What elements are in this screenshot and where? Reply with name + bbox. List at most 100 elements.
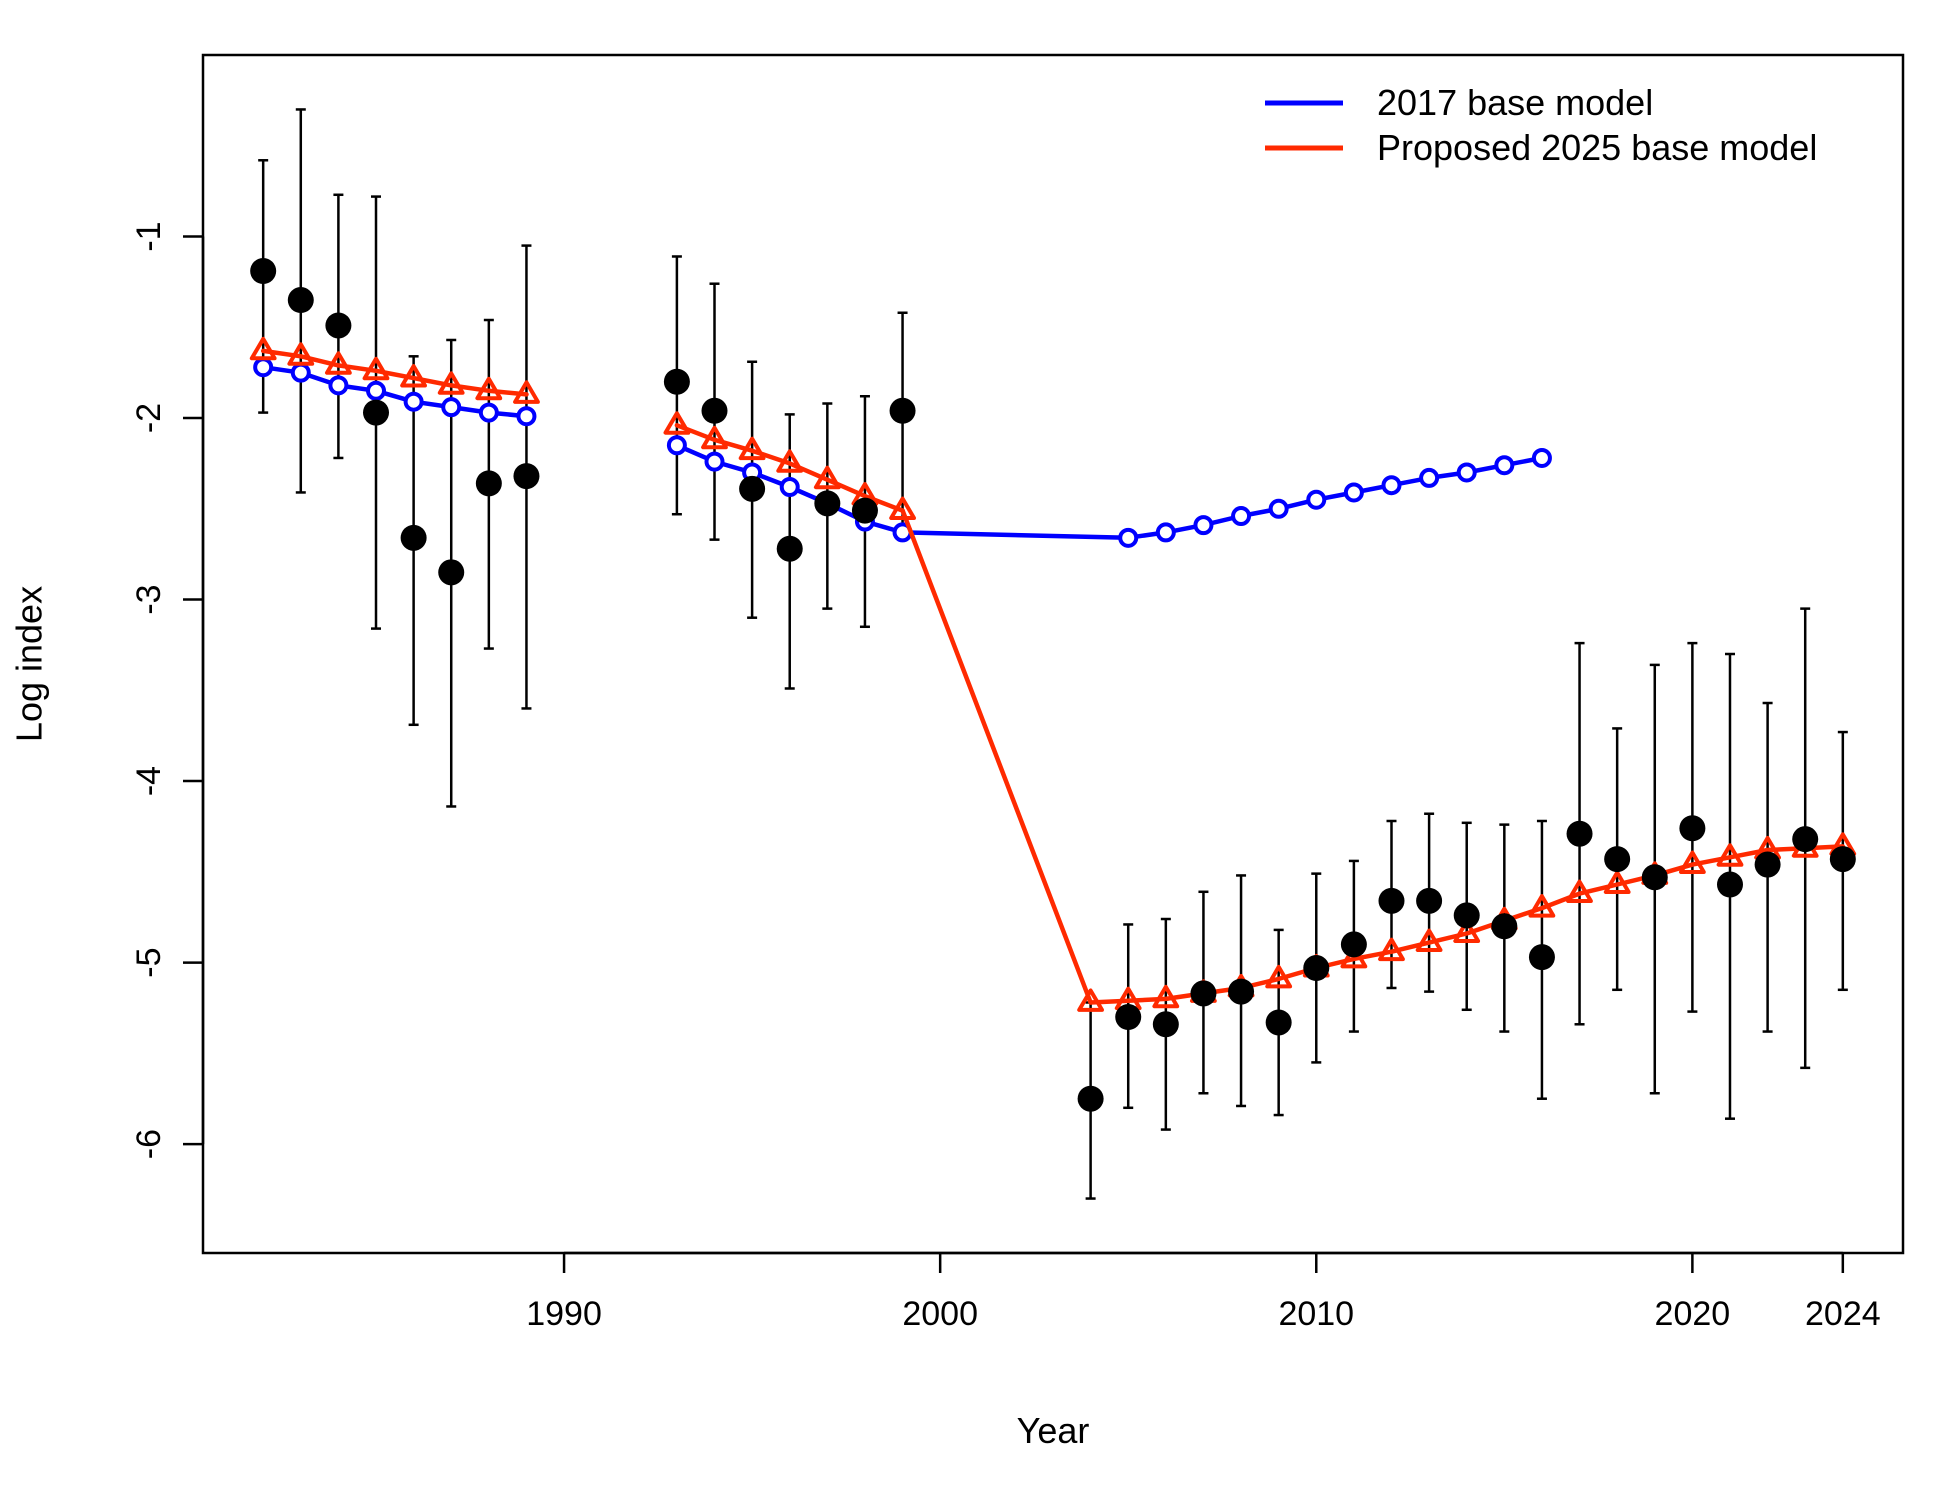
observed-point-1982 xyxy=(250,258,277,285)
x-axis-title: Year xyxy=(1017,1410,1090,1451)
series-2017-point-1988 xyxy=(478,402,499,423)
y-tick-label--5: -5 xyxy=(130,947,168,977)
series-2017-point-2015 xyxy=(1494,455,1515,476)
series-2025-point-1982 xyxy=(249,336,277,361)
observed-point-1986 xyxy=(400,524,427,551)
series-2025-point-2014 xyxy=(1453,919,1481,943)
series-2017-point-2016 xyxy=(1531,447,1552,468)
series-2025-point-1993 xyxy=(663,411,691,435)
observed-point-2013 xyxy=(1416,887,1443,914)
observed-point-1985 xyxy=(363,399,390,426)
y-axis-title: Log index xyxy=(9,586,50,742)
observed-point-1987 xyxy=(438,559,465,586)
y-tick-label--4: -4 xyxy=(130,766,168,796)
series-2025-point-2011 xyxy=(1340,944,1368,969)
series-2025-point-1985 xyxy=(362,356,390,381)
series-2017-point-1989 xyxy=(516,406,537,427)
observed-point-1998 xyxy=(851,497,878,524)
series-2017-point-2008 xyxy=(1231,506,1252,527)
series-2017-point-2014 xyxy=(1456,462,1477,483)
observed-point-1996 xyxy=(776,535,803,562)
observed-point-1983 xyxy=(287,287,314,314)
observed-point-2020 xyxy=(1679,815,1706,842)
series-2025-point-2006 xyxy=(1152,984,1180,1009)
series-2025-point-2004 xyxy=(1077,988,1104,1012)
series-2017-point-1983 xyxy=(290,362,311,383)
observed-point-2011 xyxy=(1340,931,1367,958)
series-2025-point-2021 xyxy=(1716,843,1744,867)
series-2017-point-1987 xyxy=(441,397,462,418)
series-2025-point-2012 xyxy=(1378,937,1405,962)
series-2025-point-2016 xyxy=(1528,894,1556,918)
legend-label-2025: Proposed 2025 base model xyxy=(1377,127,1817,168)
observed-point-2006 xyxy=(1152,1011,1179,1038)
observed-point-2009 xyxy=(1265,1009,1292,1036)
series-2025-point-1996 xyxy=(776,449,804,473)
series-2025-point-1988 xyxy=(475,376,503,401)
observed-point-1989 xyxy=(513,463,540,490)
y-tick-label--2: -2 xyxy=(130,403,168,433)
x-tick-label-2020: 2020 xyxy=(1655,1295,1731,1333)
series-2025-point-2018 xyxy=(1603,870,1631,894)
observed-point-2017 xyxy=(1566,820,1593,847)
observed-point-2022 xyxy=(1754,851,1781,878)
observed-point-2012 xyxy=(1378,887,1405,914)
plot-frame xyxy=(201,53,1905,1255)
series-2017-point-2010 xyxy=(1306,489,1327,510)
series-2017-point-2006 xyxy=(1155,522,1176,543)
series-2025-point-2020 xyxy=(1679,850,1706,874)
observed-points xyxy=(250,258,1856,1112)
series-2025-point-1995 xyxy=(738,436,766,461)
x-tick-label-2000: 2000 xyxy=(902,1295,978,1333)
series-2025-point-2009 xyxy=(1265,964,1293,989)
observed-point-2004 xyxy=(1077,1085,1104,1112)
series-2025 xyxy=(249,336,1857,1012)
series-2017-point-1993 xyxy=(666,435,687,456)
x-tick-label-1990: 1990 xyxy=(526,1295,602,1333)
series-2017-point-1994 xyxy=(704,451,725,472)
observed-point-2024 xyxy=(1829,846,1856,873)
observed-point-2015 xyxy=(1491,913,1518,940)
series-2025-line-segment-2 xyxy=(900,508,1093,1005)
series-2017-point-2011 xyxy=(1343,482,1364,503)
series-2017-line-segment-2 xyxy=(900,530,1131,541)
model-series xyxy=(249,336,1857,1012)
series-2025-point-2013 xyxy=(1415,928,1443,952)
series-2017-point-2013 xyxy=(1419,467,1440,488)
observed-point-2016 xyxy=(1528,944,1555,971)
series-2025-point-1983 xyxy=(287,342,315,366)
observed-point-2010 xyxy=(1303,955,1330,982)
series-2017-point-1986 xyxy=(403,391,424,412)
legend-label-2017: 2017 base model xyxy=(1377,82,1653,123)
series-2025-point-2017 xyxy=(1566,879,1593,903)
observed-point-2007 xyxy=(1190,980,1217,1007)
series-2017-point-2007 xyxy=(1193,515,1214,536)
series-2025-point-1994 xyxy=(701,425,728,450)
series-2025-point-1984 xyxy=(325,351,352,375)
x-tick-label-2024: 2024 xyxy=(1805,1295,1881,1333)
series-2025-point-1986 xyxy=(400,364,427,388)
observed-point-2021 xyxy=(1716,871,1743,898)
series-2017-point-1985 xyxy=(366,380,387,401)
observed-point-1995 xyxy=(739,475,766,502)
series-2025-point-1987 xyxy=(437,371,465,395)
observed-point-1994 xyxy=(701,397,728,424)
series-2025-point-1989 xyxy=(513,380,540,404)
observed-error-bars xyxy=(258,108,1848,1200)
series-2017-point-1996 xyxy=(779,477,800,498)
series-2017-point-2009 xyxy=(1268,498,1289,519)
series-2017-point-2005 xyxy=(1118,527,1139,548)
observed-point-2018 xyxy=(1604,846,1631,873)
observed-point-2019 xyxy=(1641,864,1668,891)
x-tick-label-2010: 2010 xyxy=(1278,1295,1354,1333)
series-2017-point-1984 xyxy=(328,375,349,396)
observed-point-2005 xyxy=(1115,1004,1142,1031)
observed-point-1997 xyxy=(814,490,841,517)
observed-point-2023 xyxy=(1792,826,1819,853)
observed-point-1988 xyxy=(475,470,502,497)
series-2025-line-segment-1 xyxy=(674,423,905,513)
series-2025-point-1999 xyxy=(889,496,916,520)
y-tick-label--1: -1 xyxy=(130,221,168,251)
